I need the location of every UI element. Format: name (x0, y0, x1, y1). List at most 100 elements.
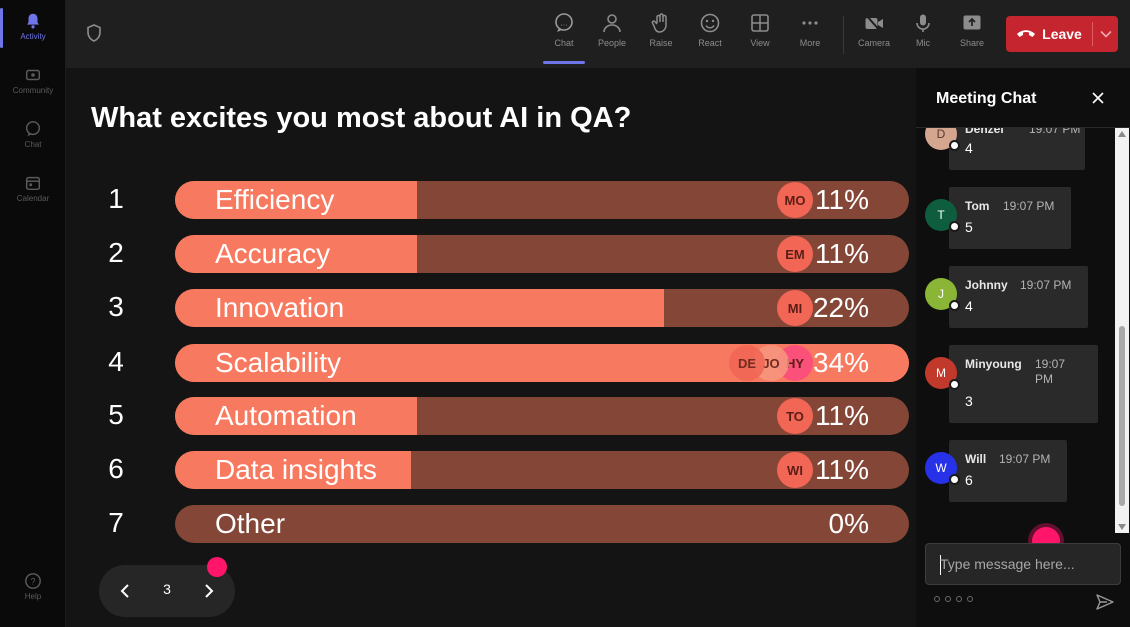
message-card: Johnny 19:07 PM 4 (949, 266, 1088, 328)
avatar: J (925, 278, 960, 311)
option-number: 2 (108, 237, 124, 268)
rail-item-help[interactable]: ? Help (0, 572, 66, 601)
community-icon (25, 69, 41, 81)
option-number: 1 (108, 183, 124, 214)
svg-text:?: ? (30, 577, 35, 587)
previous-page-button[interactable] (111, 577, 139, 605)
people-label: People (597, 38, 627, 48)
mic-button[interactable]: Mic (900, 10, 946, 60)
avatar: M (925, 357, 960, 390)
leave-divider (1092, 22, 1093, 46)
poll-option-row: 5 Automation TO 11% (66, 397, 916, 435)
view-label: View (750, 38, 770, 48)
option-percent: 0% (828, 508, 869, 539)
result-bar: Accuracy EM 11% (175, 235, 909, 273)
emoji-icon[interactable] (956, 596, 962, 602)
scroll-down-icon[interactable] (1118, 524, 1126, 530)
format-icon[interactable] (934, 596, 940, 602)
people-button[interactable]: People (589, 10, 635, 60)
calendar-icon (25, 176, 41, 191)
message-time: 19:07 (1035, 357, 1066, 371)
option-number: 6 (108, 453, 124, 484)
status-indicator (949, 140, 960, 151)
message-input[interactable] (940, 554, 1110, 574)
chat-title: Meeting Chat (936, 90, 1037, 107)
option-number: 4 (108, 346, 124, 377)
send-icon[interactable] (1095, 592, 1115, 612)
camera-off-icon (865, 14, 883, 33)
camera-button[interactable]: Camera (851, 10, 897, 60)
help-icon: ? (25, 573, 41, 589)
chat-scrollbar[interactable] (1115, 128, 1129, 533)
voter-avatar: MO (777, 182, 813, 218)
react-button[interactable]: React (687, 10, 733, 60)
scrollbar-thumb[interactable] (1119, 326, 1125, 506)
hang-up-icon (1017, 30, 1036, 37)
rail-item-activity[interactable]: Activity (0, 12, 66, 41)
pointer-indicator (207, 557, 227, 577)
leave-button[interactable]: Leave (1006, 16, 1118, 52)
chevron-right-icon (205, 584, 214, 598)
rail-item-label: Chat (24, 140, 42, 149)
voter-avatar: MI (777, 290, 813, 326)
option-label: Scalability (215, 347, 342, 378)
avatar-initial: M (936, 366, 946, 380)
message-input-box[interactable] (925, 543, 1121, 585)
message-time: 19:07 PM (1029, 128, 1081, 136)
chat-message-list[interactable]: Denzel 19:07 PM 4 D Tom 19:07 PM 5 T (916, 128, 1130, 533)
rail-item-calendar[interactable]: Calendar (0, 174, 66, 203)
option-label: Accuracy (215, 238, 331, 269)
leave-main-button[interactable]: Leave (1006, 16, 1092, 52)
result-bar-fill (175, 397, 418, 435)
option-label: Data insights (215, 454, 377, 485)
poll-option-row: 3 Innovation MI 22% (66, 289, 916, 327)
message-card: Tom 19:07 PM 5 (949, 187, 1071, 249)
status-indicator (949, 221, 960, 232)
message-text: 4 (965, 140, 973, 156)
leave-options-button[interactable] (1094, 16, 1118, 52)
rail-item-label: Activity (20, 32, 46, 41)
voter-avatars: MI (777, 290, 813, 326)
raise-hand-button[interactable]: Raise (638, 10, 684, 60)
rail-item-community[interactable]: Community (0, 66, 66, 95)
message-text: 5 (965, 219, 973, 235)
mic-label: Mic (916, 38, 930, 48)
option-percent: 11% (815, 400, 869, 431)
result-bar-fill (175, 451, 411, 489)
next-page-button[interactable] (195, 577, 223, 605)
view-button[interactable]: View (737, 10, 783, 60)
option-percent: 34% (812, 347, 869, 378)
chevron-down-icon (1100, 30, 1112, 38)
message-text: 4 (965, 298, 973, 314)
result-bar-fill (175, 181, 418, 219)
rail-item-chat[interactable]: Chat (0, 120, 66, 149)
leave-label: Leave (1042, 26, 1082, 42)
message-time: 19:07 PM (1020, 278, 1072, 292)
share-button[interactable]: Share (949, 10, 995, 60)
close-icon[interactable] (1090, 90, 1106, 106)
rail-item-label: Help (24, 592, 42, 601)
chat-button[interactable]: … Chat (541, 10, 587, 64)
scroll-up-icon[interactable] (1118, 131, 1126, 137)
message-sender: Minyoung (965, 357, 1022, 371)
voter-avatar: WI (777, 452, 813, 488)
emoji-icon (700, 13, 720, 33)
gif-icon[interactable] (967, 596, 973, 602)
message-sender: Tom (965, 199, 990, 213)
poll-question: What excites you most about AI in QA? (91, 102, 632, 134)
option-label: Automation (215, 400, 357, 431)
result-bar: Data insights WI 11% (175, 451, 909, 489)
message-card: Will 19:07 PM 6 (949, 440, 1067, 502)
attach-icon[interactable] (945, 596, 951, 602)
avatar-initial: J (938, 287, 944, 301)
shield-icon[interactable] (86, 24, 102, 42)
option-number: 3 (108, 291, 124, 322)
more-button[interactable]: More (787, 10, 833, 60)
result-bar-fill (175, 235, 418, 273)
chat-label: Chat (554, 38, 574, 48)
option-number: 5 (108, 399, 124, 430)
message-card: Minyoung 19:07 PM 3 (949, 345, 1098, 423)
raise-hand-icon (651, 13, 667, 33)
rail-item-label: Community (12, 86, 54, 95)
poll-option-row: 6 Data insights WI 11% (66, 451, 916, 489)
